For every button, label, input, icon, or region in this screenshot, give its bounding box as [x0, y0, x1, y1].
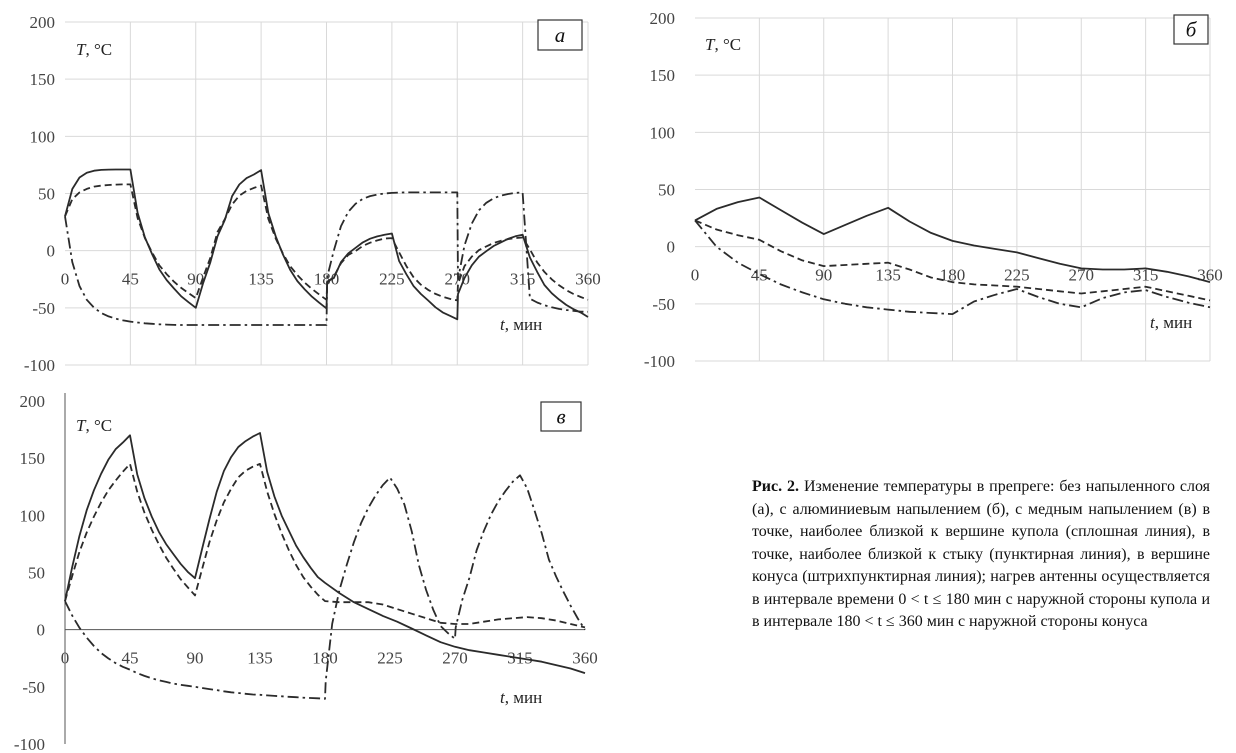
- panel-label: б: [1186, 18, 1198, 42]
- x-axis-label: t, мин: [1150, 313, 1192, 332]
- y-axis-label: T, °C: [76, 40, 112, 59]
- y-tick-label: 0: [37, 621, 46, 640]
- x-tick-label: 315: [1133, 266, 1159, 285]
- y-tick-label: 100: [20, 506, 46, 525]
- y-tick-label: 100: [650, 123, 676, 142]
- x-tick-label: 270: [1069, 266, 1095, 285]
- x-tick-label: 225: [377, 649, 403, 668]
- caption-text: Изменение температуры в препреге: без на…: [752, 478, 1211, 630]
- x-tick-label: 360: [575, 270, 601, 289]
- y-tick-label: 200: [30, 13, 56, 32]
- x-tick-label: 0: [691, 266, 700, 285]
- y-tick-label: 150: [20, 449, 46, 468]
- x-tick-label: 90: [187, 649, 204, 668]
- x-tick-label: 315: [510, 270, 536, 289]
- x-tick-label: 180: [312, 649, 338, 668]
- series-line-dash-dot: [694, 219, 1211, 315]
- y-tick-label: 150: [30, 70, 56, 89]
- x-tick-label: 225: [379, 270, 405, 289]
- x-axis-label: t, мин: [500, 315, 542, 334]
- panel-label-box: [540, 401, 582, 432]
- x-tick-label: 0: [61, 649, 70, 668]
- x-tick-label: 180: [314, 270, 340, 289]
- y-tick-label: -50: [32, 299, 55, 318]
- y-tick-label: -100: [24, 356, 55, 375]
- y-axis-label: T, °C: [705, 35, 741, 54]
- y-tick-label: -50: [652, 295, 675, 314]
- series-line-dashed: [64, 463, 586, 629]
- x-tick-label: 45: [751, 266, 768, 285]
- x-tick-label: 90: [815, 266, 832, 285]
- x-tick-label: 0: [61, 270, 70, 289]
- panel-label-box: [1173, 14, 1209, 45]
- x-tick-label: 135: [875, 266, 901, 285]
- y-tick-label: 100: [30, 127, 56, 146]
- panel-label: в: [556, 405, 565, 429]
- series-line-dash-dot: [64, 474, 586, 700]
- series-line-solid: [64, 432, 586, 674]
- x-tick-label: 225: [1004, 266, 1030, 285]
- y-tick-label: 50: [38, 185, 55, 204]
- y-tick-label: 50: [658, 181, 675, 200]
- x-tick-label: 270: [442, 649, 468, 668]
- y-tick-label: -100: [14, 735, 45, 753]
- caption-label: Рис. 2.: [752, 478, 800, 495]
- y-tick-label: 150: [650, 66, 676, 85]
- panel-label: а: [555, 23, 566, 47]
- x-tick-label: 360: [572, 649, 598, 668]
- x-axis-label: t, мин: [500, 688, 542, 707]
- figure-caption: Рис. 2. Изменение температуры в препреге…: [752, 476, 1210, 634]
- panel-label-box: [537, 19, 583, 51]
- y-tick-label: 0: [667, 238, 676, 257]
- y-tick-label: -100: [644, 352, 675, 371]
- x-tick-label: 180: [940, 266, 966, 285]
- x-tick-label: 45: [122, 270, 139, 289]
- y-tick-label: 200: [20, 392, 46, 411]
- x-tick-label: 135: [247, 649, 273, 668]
- series-line-solid: [694, 196, 1211, 283]
- x-tick-label: 45: [122, 649, 139, 668]
- y-axis-label: T, °C: [76, 416, 112, 435]
- x-tick-label: 135: [248, 270, 274, 289]
- y-tick-label: 200: [650, 9, 676, 28]
- y-tick-label: 0: [47, 242, 56, 261]
- series-line-dash-dot: [64, 191, 589, 326]
- y-tick-label: -50: [22, 678, 45, 697]
- series-line-dashed: [694, 219, 1211, 302]
- y-tick-label: 50: [28, 564, 45, 583]
